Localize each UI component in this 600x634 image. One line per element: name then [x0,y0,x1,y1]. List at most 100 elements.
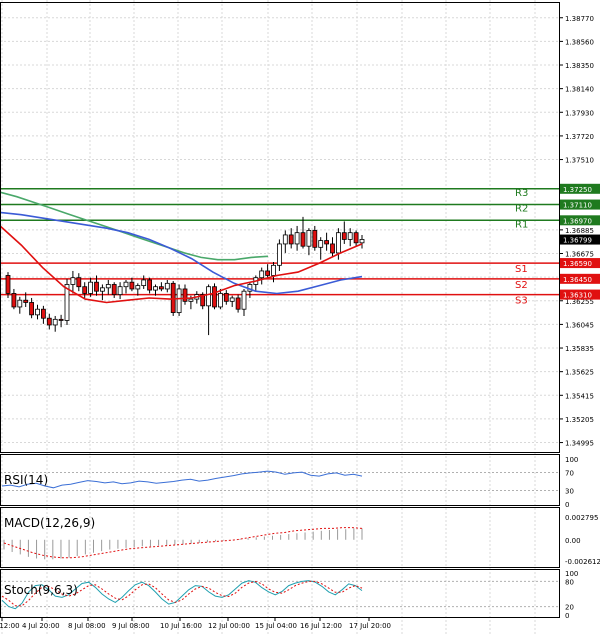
rsi-tick-label: 0 [565,501,569,509]
candle-up [318,240,324,248]
price-tick-label: 1.36045 [565,321,594,329]
price-tick-label: 1.37510 [565,157,594,165]
pane-border-stoch [0,569,560,618]
time-tick-label: 16 Jul 12:00 [300,622,342,630]
candle-up [88,281,93,294]
macd-tick-label: -0.002612 [565,558,600,566]
level-label-s2: S2 [515,280,528,291]
level-price-r1: 1.36970 [563,217,592,225]
candle-up [359,239,365,244]
level-price-s2: 1.36450 [563,276,592,284]
stoch-k-line [1,580,363,610]
candle-down [23,299,29,303]
level-label-r3: R3 [515,188,528,199]
candle-up [306,230,312,247]
candle-down [111,284,117,295]
candle-down [82,286,88,294]
stoch-tick-label: 20 [565,604,574,612]
candle-up [70,277,76,285]
level-tag-r1 [560,215,600,226]
level-label-r1: R1 [515,219,528,230]
candle-up [117,286,123,295]
candle-up [259,270,265,279]
candle-up [282,234,288,245]
candle-down [200,294,206,307]
level-label-s3: S3 [515,296,528,307]
candle-up [271,264,276,276]
price-tick-label: 1.38140 [565,86,594,94]
candle-up [100,287,105,292]
level-label-s1: S1 [515,264,528,275]
rsi-tick-label: 100 [565,456,578,464]
candle-up [64,284,70,321]
candle-up [229,297,235,302]
price-tick-label: 1.35205 [565,416,594,424]
candle-up [335,232,341,254]
candle-down [46,317,52,326]
candle-down [182,288,188,302]
price-tick-label: 1.38560 [565,38,594,46]
macd-tick-label: 0.002795 [565,514,598,522]
ma-blue-line [0,211,363,295]
price-tick-label: 1.35415 [565,392,594,400]
level-price-s1: 1.36590 [563,260,592,268]
candle-up [135,285,141,290]
candle-up [241,290,247,310]
candle-down [41,308,46,319]
rsi-label: RSI(14) [4,473,48,487]
level-price-s3: 1.36310 [563,292,592,300]
pane-border-rsi [0,454,560,506]
level-tag-s3 [560,289,600,300]
candle-down [324,240,330,245]
rsi-tick-label: 70 [565,470,574,478]
stoch-tick-label: 100 [565,570,578,578]
level-price-r2: 1.37110 [563,202,592,210]
candle-up [35,308,40,316]
candle-up [294,232,300,245]
price-tick-label: 1.38350 [565,62,594,70]
pane-border-macd [0,507,560,568]
macd-signal-line [3,527,363,559]
price-tick-label: 1.34995 [565,440,594,448]
macd-tick-label: 0.00 [565,537,581,545]
candle-down [147,279,153,291]
macd-label: MACD(12,26,9) [4,516,95,530]
time-tick-label: 12 Jul 00:00 [208,622,250,630]
price-tick-label: 1.35835 [565,345,594,353]
price-tick-label: 1.38770 [565,15,594,23]
current-price-label: 1.36799 [563,237,592,245]
candle-down [29,302,35,316]
current-price-tag [560,234,600,245]
candle-up [217,293,223,308]
candle-down [235,297,241,310]
ma-red-line [0,225,363,304]
ma-green-line [0,191,269,261]
candle-up [17,299,23,308]
price-tick-label: 1.37720 [565,133,594,141]
candle-down [312,230,318,248]
candle-up [164,282,170,290]
time-tick-label: 17 Jul 20:00 [349,622,391,630]
level-tag-s1 [560,258,600,269]
candle-down [212,286,217,308]
time-tick-label: 15 Jul 04:00 [255,622,297,630]
rsi-line [1,470,363,489]
candle-down [330,243,335,254]
candle-up [347,232,353,240]
candle-down [158,286,164,290]
candle-down [288,234,294,245]
candle-down [76,277,82,288]
price-tick-label: 1.36885 [565,227,594,235]
candle-up [188,298,194,302]
candle-down [353,232,359,244]
candle-up [123,281,129,288]
candle-up [105,284,111,289]
candle-up [276,243,282,266]
candle-down [58,318,64,321]
price-tick-label: 1.36255 [565,298,594,306]
price-tick-label: 1.35625 [565,369,594,377]
level-price-r3: 1.37250 [563,186,592,194]
candle-down [300,232,306,247]
time-tick-label: 10 Jul 16:00 [160,622,202,630]
time-tick-label: 8 Jul 08:00 [68,622,106,630]
